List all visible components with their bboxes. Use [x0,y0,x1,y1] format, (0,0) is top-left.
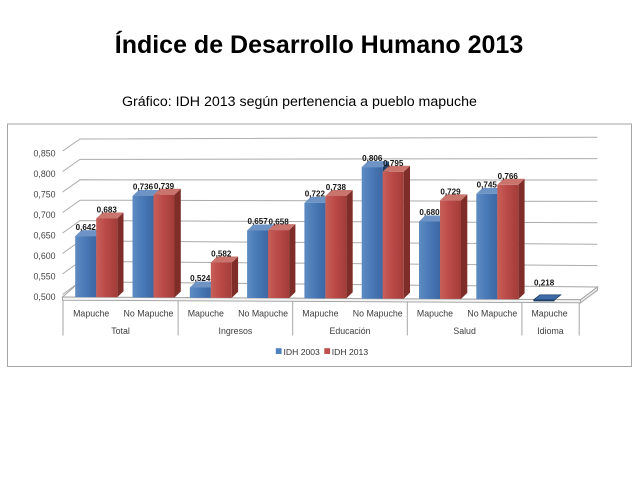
svg-text:0,683: 0,683 [97,206,118,215]
svg-text:0,650: 0,650 [33,231,55,241]
svg-text:0,800: 0,800 [33,169,55,179]
svg-text:0,657: 0,657 [247,217,268,226]
svg-text:Mapuche: Mapuche [188,309,224,319]
svg-text:Educación: Educación [329,326,370,336]
svg-text:Mapuche: Mapuche [73,309,109,319]
svg-text:No Mapuche: No Mapuche [467,309,517,319]
svg-text:0,658: 0,658 [268,217,289,226]
svg-text:IDH 2003: IDH 2003 [284,347,321,357]
svg-text:0,600: 0,600 [33,251,55,261]
svg-text:Total: Total [111,326,130,336]
svg-text:0,500: 0,500 [33,292,55,302]
svg-text:No Mapuche: No Mapuche [238,309,288,319]
svg-text:Mapuche: Mapuche [531,309,567,319]
svg-text:0,700: 0,700 [33,210,55,220]
svg-text:No Mapuche: No Mapuche [353,309,403,319]
svg-text:0,795: 0,795 [383,159,404,168]
svg-text:0,736: 0,736 [133,183,154,192]
svg-text:0,739: 0,739 [154,182,175,191]
svg-text:0,766: 0,766 [498,172,519,181]
svg-text:No Mapuche: No Mapuche [124,309,174,319]
svg-text:Idioma: Idioma [537,326,564,336]
svg-text:0,738: 0,738 [326,183,347,192]
svg-text:0,850: 0,850 [33,149,55,159]
svg-text:0,642: 0,642 [76,223,97,232]
svg-text:Mapuche: Mapuche [302,309,338,319]
svg-text:0,218: 0,218 [534,278,555,287]
svg-text:0,806: 0,806 [362,154,383,163]
svg-text:0,680: 0,680 [419,208,440,217]
svg-text:0,722: 0,722 [305,190,326,199]
svg-text:Mapuche: Mapuche [417,309,453,319]
svg-text:0,582: 0,582 [211,250,232,259]
svg-text:0,745: 0,745 [477,181,498,190]
svg-text:Ingresos: Ingresos [219,326,253,336]
svg-text:0,550: 0,550 [33,272,55,282]
svg-text:IDH 2013: IDH 2013 [332,347,369,357]
svg-text:0,729: 0,729 [440,188,461,197]
svg-text:0,750: 0,750 [33,190,55,200]
svg-text:Salud: Salud [453,326,476,336]
svg-text:0,524: 0,524 [190,274,211,283]
